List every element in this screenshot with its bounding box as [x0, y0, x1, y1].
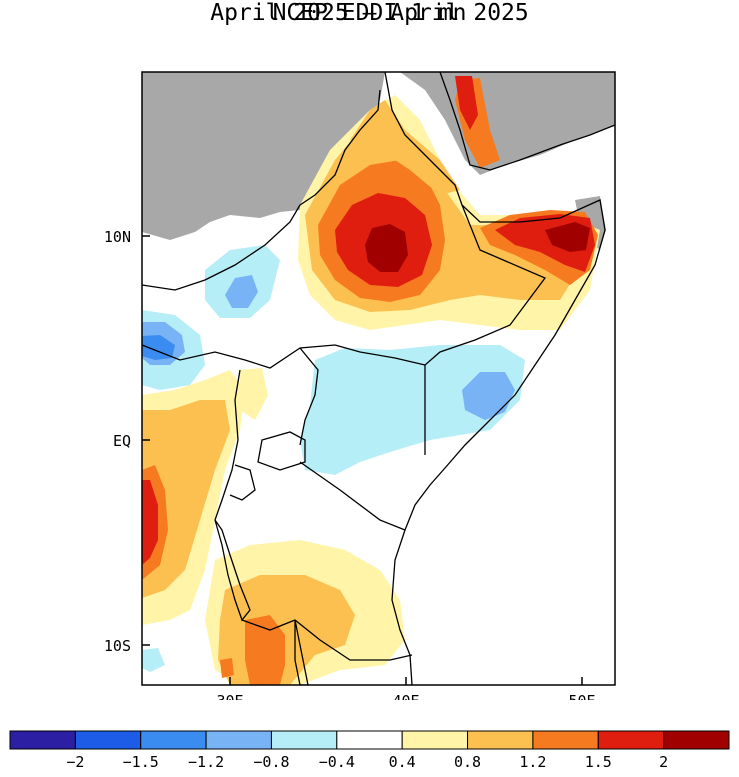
colorbar-bin-10	[663, 730, 730, 750]
colorbar-tick-label: 1.5	[585, 753, 612, 771]
colorbar-tick-label: 0.4	[389, 753, 416, 771]
border-ethiopia-somalia	[424, 204, 547, 455]
contour-neg0.8-sudan	[225, 275, 258, 308]
lon-axis: 30E 40E 50E	[216, 677, 596, 700]
colorbar-bin-5	[336, 730, 403, 750]
map-fill-layer	[142, 72, 615, 685]
masked-region-north	[142, 72, 385, 240]
colorbar-tick-label: 1.2	[519, 753, 546, 771]
colorbar-bin-0	[9, 730, 76, 750]
lake-victoria	[257, 431, 306, 471]
colorbar-bin-1	[74, 730, 142, 750]
border-kenya-tanzania	[299, 461, 406, 531]
colorbar-bin-7	[467, 730, 534, 750]
contour-1.2-tanzania-small	[220, 658, 234, 678]
lat-label-10s: 10S	[104, 637, 131, 655]
border-ethiopia	[299, 89, 381, 206]
border-rwanda-burundi	[229, 464, 256, 501]
boundaries-layer	[142, 72, 615, 685]
contour-0.8-drc	[142, 400, 230, 598]
contour-1.5-drc	[142, 480, 158, 565]
contour-1.2-tanzania	[245, 615, 285, 685]
contour-2-somalia	[545, 222, 590, 252]
colorbar-tick-label: 0.8	[454, 753, 481, 771]
eddi-map: 10N EQ 10S 30E 40E 50E	[104, 71, 616, 700]
lake-tanganyika	[214, 519, 251, 622]
title-line-1: NCEP EDDI 1 mn	[272, 0, 467, 26]
border-tanzania-south	[241, 619, 413, 661]
contour-2-ethiopia	[365, 224, 408, 272]
border-drc-east	[214, 369, 241, 521]
colorbar-bin-4	[270, 730, 338, 750]
contour-red-sea-dark	[455, 76, 478, 130]
map-frame	[141, 71, 616, 686]
lake-malawi	[294, 619, 309, 685]
colorbar-bin-2	[140, 730, 207, 750]
contour-neg0.4-sw	[142, 648, 165, 672]
colorbar-tick-label: −0.8	[253, 753, 289, 771]
coastline-arabia	[439, 72, 615, 171]
lat-axis: 10N EQ 10S	[104, 228, 150, 655]
lon-label-50e: 50E	[568, 692, 595, 700]
border-kenya-uganda	[299, 347, 319, 446]
colorbar-tick-label: −2	[66, 753, 84, 771]
colorbar-bins	[9, 730, 730, 750]
contour-neg0.4-kenya	[300, 345, 525, 475]
contour-eritrea	[350, 100, 460, 195]
colorbar-bin-6	[401, 730, 469, 750]
lon-label-30e: 30E	[216, 692, 243, 700]
contour-0.4-uganda	[240, 368, 268, 420]
border-sudan-southsudan	[142, 204, 301, 291]
colorbar-tick-label: −1.2	[188, 753, 224, 771]
border-ethiopia-kenya	[334, 344, 426, 366]
colorbar-labels: −2 −1.5 −1.2 −0.8 −0.4 0.4 0.8 1.2 1.5 2	[66, 753, 668, 771]
colorbar-tick-label: 2	[659, 753, 668, 771]
colorbar-bin-9	[597, 730, 665, 750]
contour-neg1.2-car	[142, 335, 175, 360]
colorbar-tick-label: −0.4	[319, 753, 355, 771]
colorbar-tick-label: −1.5	[123, 753, 159, 771]
colorbar-bin-8	[532, 730, 599, 750]
title-line-2: April 2025 – April 2025	[210, 0, 529, 26]
lat-label-eq: EQ	[113, 432, 131, 450]
masked-region-arabia	[400, 72, 615, 175]
lat-label-10n: 10N	[104, 228, 131, 246]
lon-label-40e: 40E	[392, 692, 419, 700]
colorbar-bin-3	[205, 730, 272, 750]
coastline-red-sea	[384, 72, 606, 685]
